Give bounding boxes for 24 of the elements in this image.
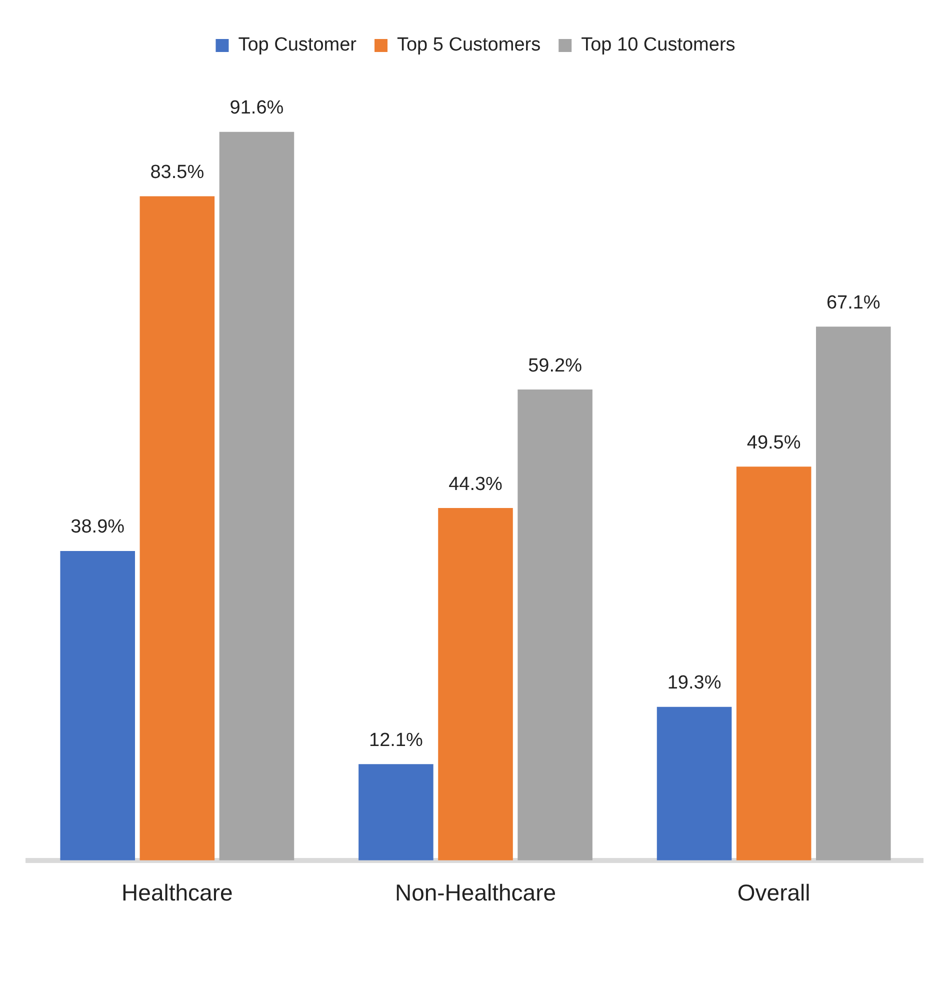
data-label: 19.3% <box>667 672 722 694</box>
data-label: 91.6% <box>230 98 284 119</box>
bar <box>358 764 434 860</box>
x-tick-label: Non-Healthcare <box>394 880 556 906</box>
data-label: 67.1% <box>826 292 880 314</box>
x-tick-label: Healthcare <box>122 880 233 906</box>
data-label: 12.1% <box>369 730 423 751</box>
data-label: 44.3% <box>448 474 503 495</box>
x-tick-label: Overall <box>737 880 810 906</box>
data-label: 83.5% <box>150 162 204 183</box>
legend-label: Top 10 Customers <box>581 34 736 56</box>
data-label: 49.5% <box>746 432 801 454</box>
bar <box>736 466 812 860</box>
data-label: 38.9% <box>70 516 125 538</box>
bar <box>60 550 135 860</box>
data-label: 59.2% <box>528 355 582 376</box>
bar <box>816 326 891 860</box>
bar <box>140 196 215 860</box>
legend-label: Top Customer <box>238 34 358 56</box>
bar <box>438 508 513 860</box>
bar <box>219 132 294 860</box>
bar <box>518 390 592 860</box>
legend-label: Top 5 Customers <box>396 34 541 56</box>
bar <box>656 706 732 860</box>
